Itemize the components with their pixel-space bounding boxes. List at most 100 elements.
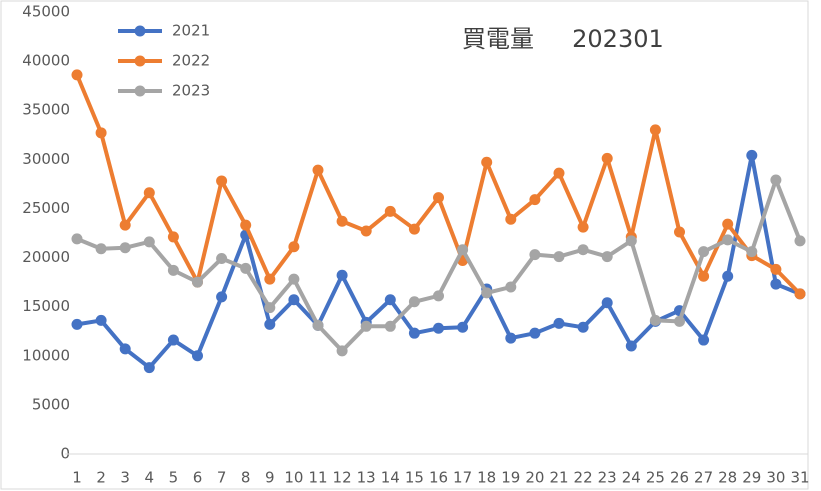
x-tick-label: 23 (598, 469, 617, 487)
point (264, 318, 276, 330)
point (770, 278, 782, 290)
series-line (75, 74, 802, 296)
y-tick-label: 35000 (22, 101, 70, 119)
point (167, 231, 179, 243)
point (216, 291, 228, 303)
x-tick-label: 1 (72, 469, 82, 487)
point (71, 233, 83, 245)
x-tick-label: 28 (718, 469, 737, 487)
legend-marker (134, 55, 146, 67)
point (312, 164, 324, 176)
x-tick-label: 24 (622, 469, 641, 487)
x-tick-label: 19 (501, 469, 520, 487)
x-tick-label: 17 (453, 469, 472, 487)
point (674, 226, 685, 238)
x-tick-label: 10 (284, 469, 303, 487)
y-tick-label: 30000 (22, 150, 70, 168)
point (529, 249, 541, 261)
point (553, 317, 565, 329)
point (698, 270, 710, 282)
point (216, 175, 228, 187)
point (481, 287, 493, 299)
legend-marker (134, 25, 146, 37)
point (505, 332, 517, 344)
point (770, 263, 782, 275)
point (71, 69, 83, 81)
point (457, 321, 469, 333)
point (336, 345, 348, 357)
point (95, 127, 107, 139)
point (71, 318, 83, 330)
point (167, 264, 179, 276)
x-tick-label: 9 (265, 469, 275, 487)
point (505, 281, 517, 293)
y-tick-label: 45000 (22, 3, 70, 21)
point (360, 225, 372, 237)
point (794, 288, 806, 300)
x-tick-label: 11 (308, 469, 327, 487)
y-tick-label: 5000 (32, 395, 70, 413)
point (119, 343, 131, 355)
point (722, 270, 734, 282)
y-tick-label: 40000 (22, 52, 70, 70)
point (143, 187, 155, 199)
y-tick-label: 25000 (22, 199, 70, 217)
point (119, 219, 131, 231)
point (288, 241, 300, 253)
point (95, 314, 107, 326)
y-tick-label: 10000 (22, 346, 70, 364)
legend-label: 2021 (172, 22, 210, 40)
point (264, 273, 276, 285)
x-tick-label: 12 (333, 469, 352, 487)
x-tick-label: 5 (169, 469, 179, 487)
point (336, 215, 348, 227)
point (408, 223, 420, 235)
point (698, 246, 710, 258)
point (384, 320, 396, 332)
point (553, 251, 565, 263)
point (408, 296, 420, 308)
x-tick-label: 29 (742, 469, 761, 487)
point (167, 334, 179, 346)
point (408, 327, 420, 339)
x-tick-label: 25 (646, 469, 665, 487)
point (601, 297, 613, 309)
point (457, 244, 469, 256)
x-tick-label: 22 (574, 469, 593, 487)
x-tick-label: 4 (145, 469, 155, 487)
point (529, 194, 541, 206)
point (577, 221, 589, 233)
point (649, 124, 661, 136)
point (433, 322, 444, 334)
point (119, 242, 131, 254)
x-tick-label: 30 (766, 469, 785, 487)
x-tick-label: 3 (120, 469, 130, 487)
point (625, 235, 637, 247)
point (360, 320, 372, 332)
point (577, 321, 589, 333)
point (264, 302, 276, 314)
point (505, 213, 517, 225)
point (143, 362, 155, 374)
x-tick-label: 6 (193, 469, 203, 487)
legend-label: 2023 (172, 82, 210, 100)
point (649, 314, 661, 326)
point (288, 294, 300, 306)
x-tick-label: 31 (790, 469, 809, 487)
x-tick-label: 14 (381, 469, 400, 487)
point (770, 174, 782, 186)
y-tick-label: 20000 (22, 248, 70, 266)
x-tick-label: 8 (241, 469, 251, 487)
point (192, 276, 203, 288)
point (722, 218, 734, 230)
point (794, 235, 806, 247)
point (698, 334, 710, 346)
x-tick-label: 16 (429, 469, 448, 487)
point (553, 167, 565, 179)
point (577, 244, 589, 256)
x-tick-label: 13 (357, 469, 376, 487)
point (529, 327, 541, 339)
point (384, 294, 396, 306)
x-tick-label: 21 (549, 469, 568, 487)
